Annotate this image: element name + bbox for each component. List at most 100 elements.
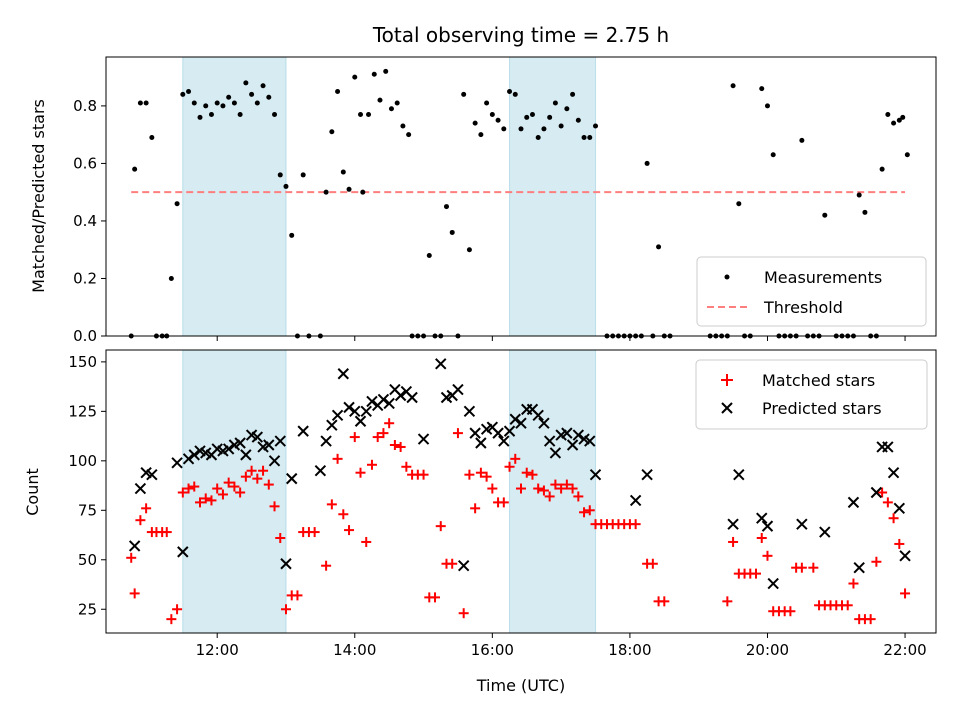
top-panel: 0.0 0.2 0.4 0.6 0.8 Total observing time = 2…: [29, 23, 937, 345]
measurement-point: [547, 114, 553, 120]
matched-stars-point: [321, 560, 332, 571]
matched-stars-point: [292, 590, 303, 601]
measurement-point: [856, 192, 862, 198]
chart-title: Total observing time = 2.75 h: [372, 23, 669, 47]
measurement-point: [191, 100, 197, 106]
y-tick-label: 100: [68, 452, 97, 470]
predicted-stars-point: [853, 561, 865, 574]
y-tick-label: 150: [68, 353, 97, 371]
measurement-point: [501, 126, 507, 132]
measurement-point: [472, 120, 478, 126]
matched-stars-point: [527, 469, 538, 480]
measurement-point: [736, 201, 742, 207]
predicted-stars-series: [128, 358, 911, 590]
matched-stars-point: [263, 479, 274, 490]
predicted-stars-point: [727, 518, 739, 530]
matched-stars-point: [389, 439, 400, 450]
matched-stars-point: [842, 600, 853, 611]
matched-stars-point: [498, 497, 509, 508]
y-tick-label: 75: [78, 501, 97, 519]
matched-stars-point: [447, 558, 458, 569]
predicted-stars-point: [222, 443, 235, 455]
matched-stars-point: [206, 495, 217, 506]
matched-stars-point: [384, 418, 395, 429]
measurement-point: [203, 103, 209, 109]
predicted-stars-point: [286, 472, 298, 485]
measurement-point: [443, 204, 449, 210]
predicted-stars-point: [134, 482, 147, 495]
matched-stars-point: [166, 614, 177, 625]
matched-stars-point: [326, 499, 337, 510]
measurement-point: [266, 94, 272, 100]
measurement-point: [862, 209, 868, 215]
measurement-point: [137, 100, 143, 106]
matched-stars-point: [871, 556, 882, 567]
matched-stars-point: [544, 491, 555, 502]
measurement-point: [507, 89, 513, 95]
predicted-stars-point: [561, 427, 573, 439]
matched-stars-point: [900, 588, 911, 599]
matched-stars-point: [361, 536, 372, 547]
matched-stars-point: [475, 467, 486, 478]
matched-stars-point: [366, 459, 377, 470]
measurement-point: [896, 117, 902, 123]
y-tick-label: 0.2: [73, 269, 97, 287]
legend-predicted-label: Predicted stars: [762, 399, 882, 418]
matched-stars-point: [172, 604, 183, 615]
measurement-point: [461, 91, 467, 97]
matched-stars-point: [229, 481, 240, 492]
measurement-point: [558, 123, 564, 129]
measurement-point: [329, 129, 335, 135]
measurement-point: [552, 100, 558, 106]
measurement-point: [466, 247, 472, 253]
predicted-stars-point: [343, 401, 355, 414]
matched-stars-point: [355, 467, 366, 478]
predicted-stars-point: [572, 429, 585, 441]
x-tick-label: 14:00: [333, 641, 376, 659]
matched-stars-series: [126, 418, 911, 625]
predicted-stars-point: [543, 435, 556, 447]
predicted-stars-point: [538, 417, 550, 429]
matched-stars-point: [882, 497, 893, 508]
measurement-point: [529, 112, 535, 118]
predicted-stars-point: [297, 425, 309, 437]
measurement-point: [518, 126, 524, 132]
measurement-point: [197, 114, 203, 120]
predicted-stars-point: [819, 526, 831, 538]
matched-stars-point: [756, 533, 767, 544]
measurement-point: [352, 74, 358, 80]
matched-stars-point: [728, 536, 739, 547]
matched-stars-point: [349, 432, 360, 443]
matched-stars-point: [280, 604, 291, 615]
matched-stars-point: [762, 550, 773, 561]
matched-stars-point: [584, 505, 595, 516]
x-tick-label: 18:00: [608, 641, 651, 659]
measurement-point: [237, 112, 243, 118]
y-tick-label: 125: [68, 402, 97, 420]
measurement-point: [891, 120, 897, 126]
predicted-stars-point: [469, 427, 481, 439]
matched-stars-point: [865, 614, 876, 625]
measurement-point: [220, 103, 226, 109]
predicted-stars-point: [566, 439, 579, 451]
measurement-point: [149, 135, 155, 141]
measurement-point: [340, 169, 346, 175]
top-shaded-intervals: [182, 56, 597, 337]
bottom-legend-box: [695, 359, 928, 430]
matched-stars-point: [129, 588, 140, 599]
y-tick-label: 0.8: [73, 97, 97, 115]
matched-stars-point: [751, 568, 762, 579]
measurement-point: [400, 123, 406, 129]
measurement-point: [283, 183, 289, 189]
predicted-stars-point: [509, 413, 521, 425]
matched-stars-point: [521, 467, 532, 478]
predicted-stars-point: [756, 512, 768, 524]
matched-stars-point: [217, 489, 228, 500]
matched-stars-point: [275, 533, 286, 544]
predicted-stars-point: [503, 425, 516, 437]
predicted-stars-point: [360, 405, 372, 418]
predicted-stars-point: [417, 433, 430, 445]
measurement-point: [759, 86, 765, 92]
matched-stars-point: [395, 441, 406, 452]
matched-stars-point: [372, 432, 383, 443]
